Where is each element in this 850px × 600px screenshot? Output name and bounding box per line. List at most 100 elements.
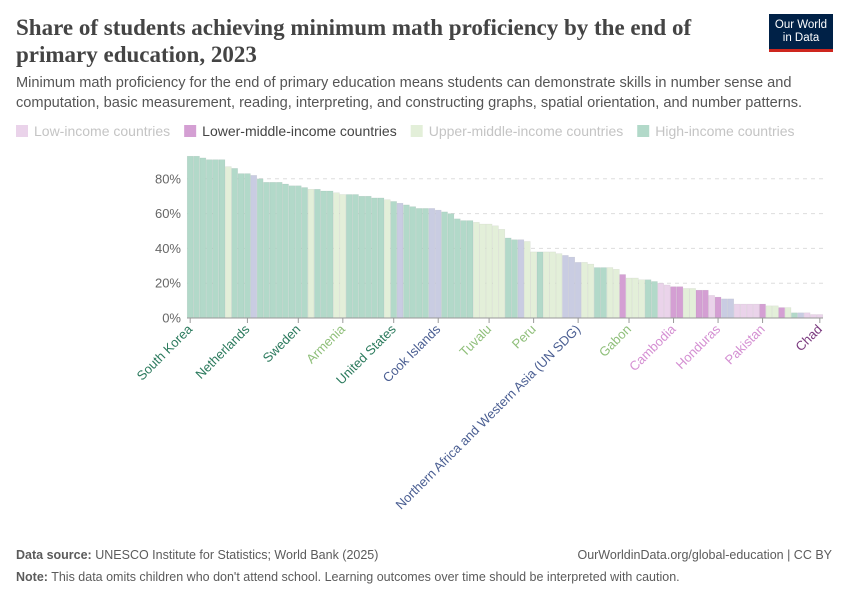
bar <box>326 190 334 319</box>
logo[interactable]: Our World in Data <box>769 14 833 52</box>
source-text: UNESCO Institute for Statistics; World B… <box>95 548 379 562</box>
bar <box>498 229 506 319</box>
bar <box>282 183 289 319</box>
bar <box>434 209 442 319</box>
bar <box>485 223 493 319</box>
bar <box>409 206 417 319</box>
bar <box>619 274 626 319</box>
bar <box>320 190 327 319</box>
url[interactable]: OurWorldinData.org/global-education | CC… <box>577 548 832 562</box>
legend-label: Lower-middle-income countries <box>202 123 397 139</box>
bar <box>231 168 238 319</box>
x-tick-label: Honduras <box>673 321 724 372</box>
x-tick-label: Sweden <box>260 322 304 366</box>
x-tick-label: Chad <box>792 322 825 355</box>
bar <box>721 298 728 319</box>
bar <box>225 166 232 319</box>
bar <box>568 256 576 319</box>
y-tick-label: 80% <box>155 171 181 186</box>
bar <box>466 220 474 319</box>
legend-label: Upper-middle-income countries <box>429 123 624 139</box>
bar <box>301 187 308 319</box>
source: Data source: UNESCO Institute for Statis… <box>16 548 378 562</box>
bar <box>295 185 302 319</box>
bar <box>657 282 665 319</box>
bar <box>460 220 467 319</box>
bar <box>269 182 277 319</box>
legend-label: High-income countries <box>655 123 794 139</box>
bar <box>492 225 499 319</box>
bar <box>613 269 620 319</box>
y-tick-label: 20% <box>155 276 181 291</box>
bar <box>593 267 601 319</box>
x-tick-label: Netherlands <box>192 321 253 382</box>
bar <box>797 312 804 319</box>
x-tick-label: Armenia <box>303 321 348 366</box>
y-tick-label: 40% <box>155 241 181 256</box>
bar <box>555 253 563 319</box>
bar <box>733 303 741 319</box>
bar <box>199 157 207 319</box>
bar <box>447 213 455 319</box>
bar <box>632 277 639 319</box>
bar <box>511 239 518 319</box>
x-tick-label: Peru <box>509 322 539 352</box>
legend-swatch <box>184 125 197 137</box>
bar <box>562 255 569 319</box>
bar <box>772 305 779 319</box>
bar <box>415 208 423 319</box>
bar <box>473 222 480 319</box>
bar <box>625 277 633 319</box>
bar <box>428 208 436 319</box>
bar <box>765 305 773 319</box>
bar <box>193 155 200 319</box>
bar <box>371 197 378 319</box>
bar <box>683 288 690 319</box>
bar <box>689 288 696 319</box>
note: Note: This data omits children who don't… <box>16 570 680 584</box>
legend-swatch <box>16 125 28 137</box>
bar <box>638 279 645 319</box>
bar <box>587 263 595 319</box>
bar <box>333 192 340 319</box>
bar <box>422 208 429 319</box>
note-text: This data omits children who don't atten… <box>51 570 680 584</box>
bar <box>816 314 824 319</box>
bar <box>695 289 703 319</box>
bar <box>752 303 760 319</box>
bar <box>606 267 614 319</box>
bar <box>727 298 735 319</box>
bar <box>479 223 486 319</box>
x-tick-label: Gabon <box>596 322 634 360</box>
x-tick-label: Pakistan <box>722 322 768 368</box>
bar <box>186 155 194 319</box>
bar <box>746 303 754 319</box>
bar <box>403 204 410 319</box>
bar <box>549 251 556 319</box>
x-tick-label: Tuvalu <box>456 322 494 360</box>
bar <box>396 202 404 319</box>
bar <box>250 175 258 319</box>
bar <box>352 194 359 319</box>
bar <box>644 279 652 319</box>
bar <box>651 281 658 319</box>
bar <box>339 194 347 319</box>
source-label: Data source: <box>16 548 92 562</box>
bar <box>581 262 588 319</box>
bar <box>504 237 512 319</box>
bar <box>441 211 448 319</box>
chart-subtitle: Minimum math proficiency for the end of … <box>16 75 803 111</box>
bar <box>212 159 219 319</box>
bar <box>275 182 283 319</box>
bar <box>358 195 366 319</box>
bar <box>778 307 785 319</box>
legend-label: Low-income countries <box>34 123 170 139</box>
bar <box>454 218 461 319</box>
bar <box>702 289 709 319</box>
bar <box>244 173 251 319</box>
bar <box>530 251 537 319</box>
bar <box>663 284 671 319</box>
bar <box>524 241 531 319</box>
bar <box>314 188 321 319</box>
